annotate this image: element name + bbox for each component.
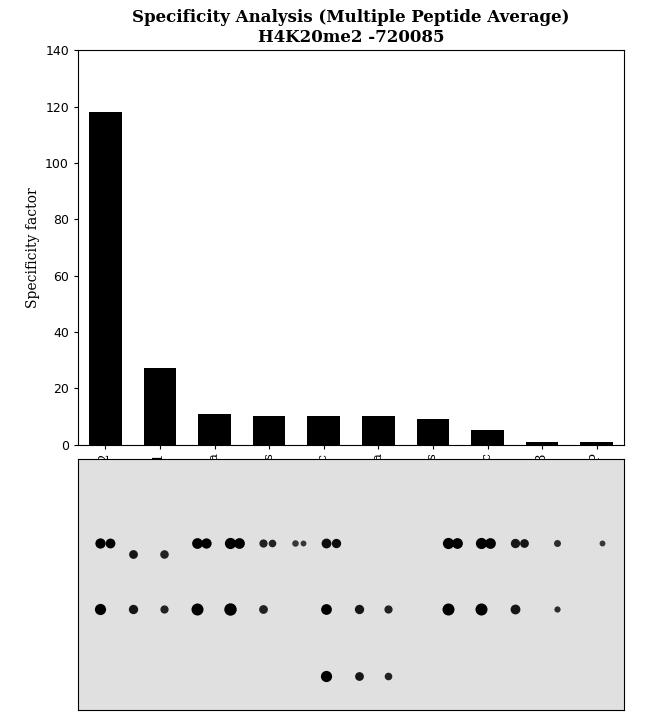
Point (321, 537, 332, 549)
Point (552, 537, 563, 549)
Point (257, 537, 268, 549)
Point (105, 537, 115, 549)
Point (225, 604, 235, 615)
Point (290, 537, 300, 549)
Point (476, 604, 486, 615)
Point (127, 548, 138, 559)
Bar (198, 414, 231, 445)
Bar (580, 442, 613, 445)
X-axis label: Modification: Modification (306, 542, 396, 556)
Point (383, 670, 393, 682)
Bar (471, 430, 504, 445)
Point (298, 537, 309, 549)
Point (383, 604, 393, 615)
Point (192, 604, 202, 615)
Point (159, 604, 170, 615)
Point (225, 537, 235, 549)
Y-axis label: Specificity factor: Specificity factor (25, 187, 40, 308)
Point (519, 537, 529, 549)
Point (266, 537, 277, 549)
Bar (307, 417, 340, 445)
Point (476, 537, 486, 549)
Bar (417, 419, 449, 445)
Point (321, 670, 332, 682)
Point (354, 670, 365, 682)
Point (159, 548, 170, 559)
Point (330, 537, 341, 549)
Point (443, 537, 454, 549)
Bar (89, 112, 122, 445)
Point (485, 537, 495, 549)
Title: Specificity Analysis (Multiple Peptide Average)
H4K20me2 -720085: Specificity Analysis (Multiple Peptide A… (132, 9, 570, 46)
Bar (362, 417, 395, 445)
Bar (253, 417, 285, 445)
Point (257, 604, 268, 615)
Point (95, 604, 105, 615)
Point (95, 537, 105, 549)
Point (597, 537, 607, 549)
Point (354, 604, 365, 615)
Point (234, 537, 244, 549)
Point (201, 537, 211, 549)
Bar (144, 369, 176, 445)
Point (321, 604, 332, 615)
Point (192, 537, 202, 549)
Point (127, 604, 138, 615)
Bar (526, 442, 558, 445)
Point (552, 604, 563, 615)
Point (443, 604, 454, 615)
Point (452, 537, 463, 549)
Point (510, 537, 520, 549)
Point (510, 604, 520, 615)
